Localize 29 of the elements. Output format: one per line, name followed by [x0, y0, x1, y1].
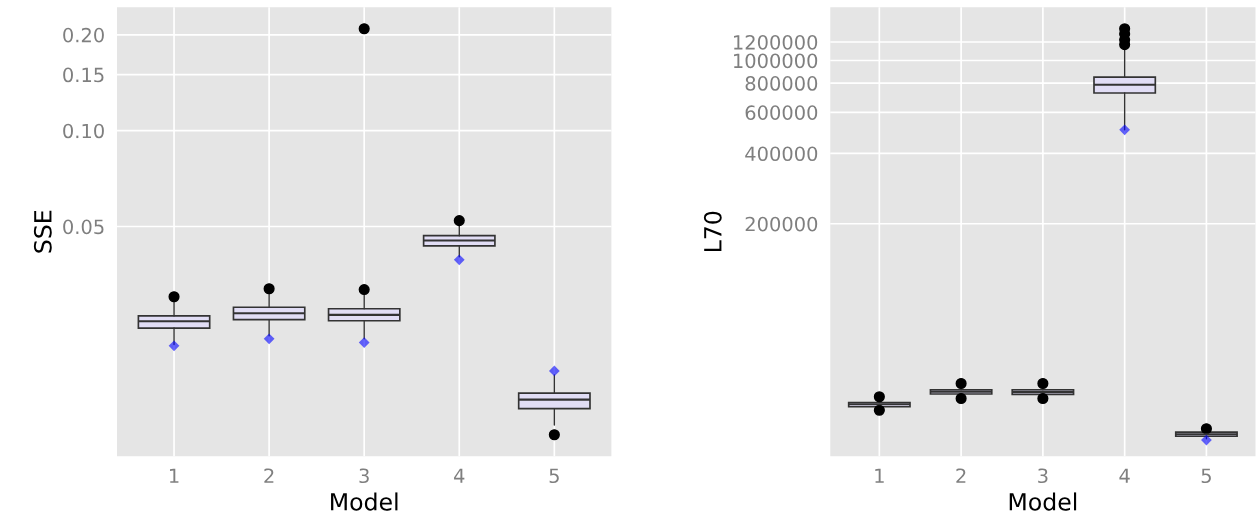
point	[548, 365, 560, 377]
x-tick-label: 2	[264, 468, 274, 483]
y-tick-label: 1200000	[734, 34, 818, 50]
x-tick-label: 1	[875, 468, 884, 483]
x-tick-label: 3	[1038, 468, 1048, 484]
point	[358, 337, 370, 348]
y-tick-label: 0.05	[63, 219, 104, 235]
x-tick-label: 5	[549, 468, 559, 484]
point	[453, 254, 465, 266]
x-tick-label: 1	[169, 468, 179, 483]
x-axis-title: Model	[331, 492, 398, 511]
y-tick-label: 0.15	[63, 67, 104, 83]
y-axis-title: L70	[703, 211, 722, 252]
y-tick-label: 800000	[745, 76, 818, 91]
y-tick-label: 400000	[745, 146, 818, 162]
x-tick-label: 4	[1119, 468, 1130, 483]
x-tick-label: 4	[454, 468, 465, 483]
point	[168, 340, 180, 352]
x-tick-label: 5	[1201, 468, 1211, 484]
x-axis-title: Model	[1009, 492, 1077, 511]
y-tick-label: 200000	[745, 216, 818, 232]
x-tick-label: 3	[359, 468, 369, 484]
y-tick-label: 0.20	[63, 27, 104, 43]
y-axis-title: SSE	[33, 210, 52, 253]
y-tick-label: 1000000	[734, 53, 818, 69]
y-tick-label: 600000	[745, 105, 818, 120]
x-tick-label: 2	[956, 468, 966, 483]
point	[263, 333, 275, 345]
y-tick-label: 0.10	[63, 123, 104, 139]
